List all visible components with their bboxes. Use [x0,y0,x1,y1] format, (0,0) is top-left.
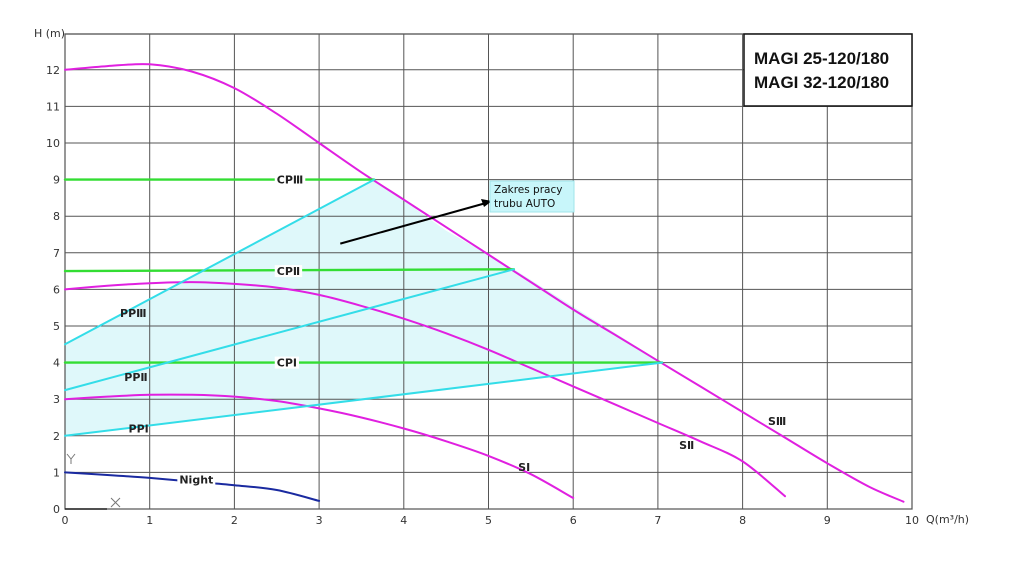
series-label-bg-constant-3 [274,173,306,186]
x-tick-label: 9 [824,514,831,527]
x-tick-label: 0 [62,514,69,527]
y-tick-label: 11 [46,100,60,113]
series-line-proportional-7 [64,268,515,392]
series-label-proportional-6: PPⅢ [120,307,147,320]
x-axis-title: Q(m³/h) [926,513,969,526]
x-tick-label: 1 [146,514,153,527]
series-label-constant-5: CPⅠ [277,357,297,370]
x-tick-label: 5 [485,514,492,527]
series-line-proportional-6 [64,178,376,346]
annotation-arrow-layer [340,199,492,245]
x-tick-label: 6 [570,514,577,527]
auto-zone-area [65,179,663,436]
annotation-arrow-head [481,199,492,207]
auto-zone-note-line-1: Zakres pracy [494,184,562,196]
x-tick-label: 10 [905,514,919,527]
y-tick-label: 8 [53,210,60,223]
y-tick-label: 9 [53,174,60,187]
y-tick-label: 4 [53,357,60,370]
y-cross-mark [66,453,76,464]
series-label-bg-constant-5 [274,356,299,369]
auto-zone-layer [65,179,663,436]
x-tick-label: 2 [231,514,238,527]
y-tick-label: 0 [53,503,60,516]
series-line-speed-2 [64,393,575,499]
chart-title-line-2: MAGI 32-120/180 [754,73,889,92]
grid [64,33,913,510]
y-tick-label: 1 [53,466,60,479]
x-tick-label: 3 [316,514,323,527]
auto-zone-note: Zakres pracy trubu AUTO [489,180,575,213]
series-label-speed-0: SⅢ [768,415,786,428]
series-label-constant-3: CPⅢ [277,174,304,187]
y-tick-label: 7 [53,247,60,260]
x-tick-label: 4 [400,514,407,527]
annotation-arrow-shaft [340,202,487,245]
series-label-proportional-8: PPⅠ [129,422,149,435]
corner-marks [65,453,121,510]
y-tick-label: 12 [46,64,60,77]
chart-title-line-1: MAGI 25-120/180 [754,49,889,68]
series-label-proportional-7: PPⅡ [124,371,147,384]
y-tick-label: 3 [53,393,60,406]
auto-zone-note-box [489,180,575,213]
y-tick-label: 10 [46,137,60,150]
series-label-bg-night-9 [177,473,216,486]
series-line-speed-1 [64,281,786,498]
title-box: MAGI 25-120/180 MAGI 32-120/180 [743,33,913,107]
y-tick-label: 6 [53,283,60,296]
series-layer [63,63,905,503]
series-label-constant-4: CPⅡ [277,265,300,278]
y-tick-label: 2 [53,430,60,443]
x-cross-mark [110,497,121,508]
series-label-night-9: Night [179,474,213,487]
y-tick-label: 5 [53,320,60,333]
y-axis-title: H (m) [34,27,65,40]
curve-label-layer: SⅢ SⅡ SⅠ CPⅢ CPⅡ CPⅠ PPⅢ PPⅡ PPⅠ Night [120,173,786,487]
series-line-speed-0 [64,63,905,503]
series-line-proportional-8 [64,361,664,437]
series-label-speed-1: SⅡ [679,439,694,452]
x-tick-label: 7 [654,514,661,527]
series-label-speed-2: SⅠ [518,461,530,474]
series-label-bg-constant-4 [274,265,303,278]
title-box-frame [743,33,913,107]
x-tick-label: 8 [739,514,746,527]
auto-zone-note-line-2: trubu AUTO [494,198,555,210]
